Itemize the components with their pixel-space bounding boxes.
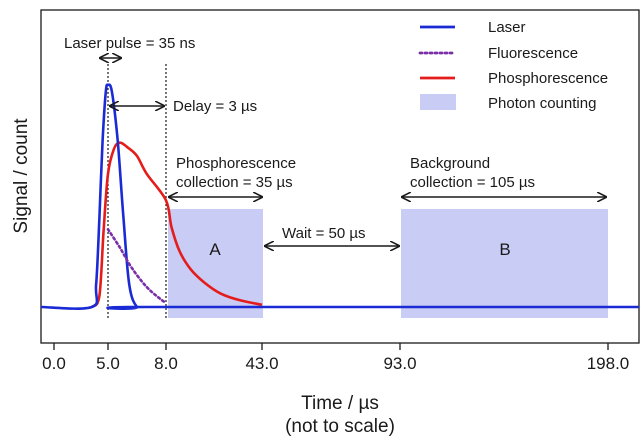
photon-counting-window-b bbox=[401, 209, 608, 318]
photon-counting-window-a bbox=[168, 209, 263, 318]
delay-annotation: Delay = 3 µs bbox=[173, 98, 257, 115]
background-collection-annotation-line2: collection = 105 µs bbox=[410, 174, 535, 191]
legend-label-laser: Laser bbox=[488, 19, 526, 36]
legend: Laser Fluorescence Phosphorescence Photo… bbox=[418, 19, 608, 112]
window-b-label: B bbox=[499, 240, 510, 259]
x-axis-ticks: 0.0 5.0 8.0 43.0 93.0 198.0 bbox=[42, 343, 629, 373]
x-tick-label: 8.0 bbox=[154, 354, 178, 373]
y-axis-label: Signal / count bbox=[11, 118, 32, 234]
x-tick-label: 0.0 bbox=[42, 354, 66, 373]
legend-swatch-photon-counting bbox=[420, 94, 456, 110]
phosphorescence-collection-annotation-line1: Phosphorescence bbox=[176, 155, 296, 172]
x-tick-label: 198.0 bbox=[587, 354, 630, 373]
laser-pulse-annotation: Laser pulse = 35 ns bbox=[64, 35, 195, 52]
phosphorescence-series-line bbox=[90, 141, 263, 309]
x-tick-label: 5.0 bbox=[96, 354, 120, 373]
laser-series-line bbox=[40, 83, 639, 310]
plot-frame bbox=[40, 9, 640, 344]
x-axis-note: (not to scale) bbox=[285, 416, 395, 437]
x-tick-label: 93.0 bbox=[383, 354, 416, 373]
legend-label-fluorescence: Fluorescence bbox=[488, 45, 578, 62]
x-axis-label: Time / µs bbox=[301, 393, 379, 414]
phosphorescence-collection-annotation-line2: collection = 35 µs bbox=[176, 174, 293, 191]
wait-annotation: Wait = 50 µs bbox=[282, 225, 366, 242]
background-collection-annotation-line1: Background bbox=[410, 155, 490, 172]
legend-label-photon-counting: Photon counting bbox=[488, 95, 596, 112]
fluorescence-series-line bbox=[106, 228, 168, 304]
legend-label-phosphorescence: Phosphorescence bbox=[488, 70, 608, 87]
window-a-label: A bbox=[209, 240, 221, 259]
x-tick-label: 43.0 bbox=[245, 354, 278, 373]
